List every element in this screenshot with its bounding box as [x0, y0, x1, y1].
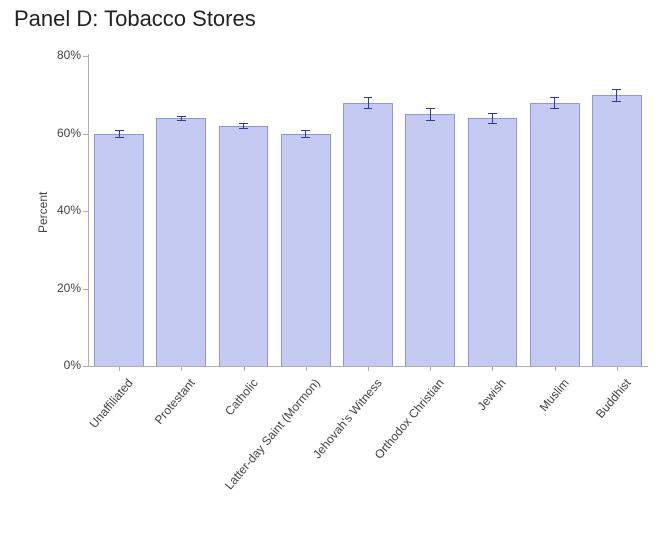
x-tick — [244, 366, 245, 371]
y-tick-label: 60% — [43, 126, 81, 140]
error-cap — [115, 137, 124, 138]
x-tick — [119, 366, 120, 371]
error-bar — [492, 113, 493, 122]
error-bar — [305, 130, 306, 137]
bar — [281, 134, 331, 367]
x-tick-label: Buddhist — [494, 376, 633, 538]
x-tick-label: Orthodox Christian — [308, 376, 447, 538]
error-cap — [488, 123, 497, 124]
bar — [156, 118, 206, 366]
y-tick — [83, 211, 88, 212]
x-tick — [492, 366, 493, 371]
error-cap — [364, 108, 373, 109]
error-cap — [239, 123, 248, 124]
error-cap — [177, 116, 186, 117]
error-cap — [488, 113, 497, 114]
error-cap — [364, 97, 373, 98]
y-axis — [88, 54, 89, 366]
error-cap — [301, 130, 310, 131]
x-tick — [555, 366, 556, 371]
bar — [592, 95, 642, 366]
error-bar — [554, 97, 555, 109]
bar — [343, 103, 393, 367]
error-cap — [426, 108, 435, 109]
x-tick-label: Jehovah's Witness — [245, 376, 384, 538]
error-cap — [612, 89, 621, 90]
error-cap — [177, 120, 186, 121]
bar — [405, 114, 455, 366]
x-tick — [306, 366, 307, 371]
y-tick — [83, 289, 88, 290]
error-bar — [430, 108, 431, 120]
bar — [468, 118, 518, 366]
x-tick-label: Unaffiliated — [0, 376, 136, 538]
error-cap — [426, 120, 435, 121]
bar — [219, 126, 269, 366]
y-tick — [83, 134, 88, 135]
bar — [530, 103, 580, 367]
x-tick — [368, 366, 369, 371]
bar-chart: 0%20%40%60%80%PercentUnaffiliatedProtest… — [0, 0, 669, 523]
error-cap — [115, 130, 124, 131]
x-tick-label: Protestant — [59, 376, 198, 538]
x-tick-label: Muslim — [432, 376, 571, 538]
x-tick — [430, 366, 431, 371]
y-tick — [83, 366, 88, 367]
error-bar — [616, 89, 617, 101]
error-cap — [239, 128, 248, 129]
x-tick-label: Latter-day Saint (Mormon) — [183, 376, 322, 538]
x-tick-label: Catholic — [121, 376, 260, 538]
error-cap — [550, 97, 559, 98]
error-cap — [550, 108, 559, 109]
y-tick-label: 20% — [43, 281, 81, 295]
x-tick — [181, 366, 182, 371]
y-tick-label: 80% — [43, 48, 81, 62]
error-bar — [368, 97, 369, 107]
error-cap — [301, 137, 310, 138]
error-cap — [612, 101, 621, 102]
y-tick-label: 0% — [43, 358, 81, 372]
y-tick — [83, 56, 88, 57]
x-tick — [617, 366, 618, 371]
y-axis-label: Percent — [36, 192, 50, 233]
x-tick-label: Jewish — [370, 376, 509, 538]
bar — [94, 134, 144, 367]
